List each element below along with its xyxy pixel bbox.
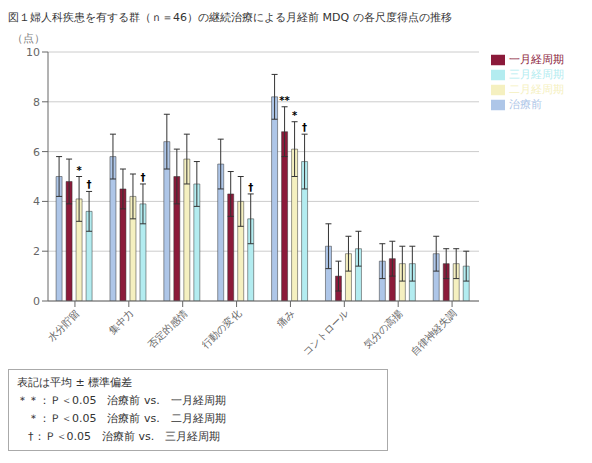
svg-text:自律神経失調: 自律神経失調 xyxy=(408,308,458,358)
svg-text:集中力: 集中力 xyxy=(106,308,135,337)
svg-text:*: * xyxy=(292,110,298,121)
html-text:一月経周期: 一月経周期 xyxy=(509,53,564,66)
svg-text:水分貯留: 水分貯留 xyxy=(45,308,81,344)
svg-text:気分の高揚: 気分の高揚 xyxy=(361,308,404,351)
svg-text:否定的感情: 否定的感情 xyxy=(146,308,189,351)
svg-text:8: 8 xyxy=(33,96,40,109)
svg-text:痛み: 痛み xyxy=(275,308,297,330)
svg-text:†: † xyxy=(248,182,253,193)
html-text:＊：Ｐ＜0.05 治療前 vs. 二月経周期: ＊：Ｐ＜0.05 治療前 vs. 二月経周期 xyxy=(17,412,226,425)
html-text:治療前: 治療前 xyxy=(509,98,542,111)
html-text:三月経周期: 三月経周期 xyxy=(509,68,564,81)
html-text:図１婦人科疾患を有する群（ｎ＝46）の継続治療による月経前: 図１婦人科疾患を有する群（ｎ＝46）の継続治療による月経前 MDQ の各尺度得点… xyxy=(8,11,452,24)
html-text:＊＊：Ｐ＜0.05 治療前 vs. 一月経周期: ＊＊：Ｐ＜0.05 治療前 vs. 一月経周期 xyxy=(17,394,226,407)
svg-text:行動の変化: 行動の変化 xyxy=(200,308,243,351)
svg-text:10: 10 xyxy=(26,46,40,59)
svg-text:**: ** xyxy=(279,95,290,106)
svg-text:2: 2 xyxy=(33,245,40,258)
svg-text:6: 6 xyxy=(33,146,40,159)
svg-text:0: 0 xyxy=(33,295,40,308)
svg-text:†: † xyxy=(87,179,92,190)
svg-text:コントロール: コントロール xyxy=(301,308,351,358)
svg-text:*: * xyxy=(76,165,82,176)
svg-text:†: † xyxy=(302,122,307,133)
svg-text:4: 4 xyxy=(33,195,40,208)
html-text:†：Ｐ＜0.05 治療前 vs. 三月経周期: †：Ｐ＜0.05 治療前 vs. 三月経周期 xyxy=(17,430,221,443)
svg-text:†: † xyxy=(140,172,145,183)
html-text:二月経周期: 二月経周期 xyxy=(509,83,564,96)
html-text:表記は平均 ± 標準偏差: 表記は平均 ± 標準偏差 xyxy=(17,376,133,389)
svg-text:（点）: （点） xyxy=(12,32,45,45)
